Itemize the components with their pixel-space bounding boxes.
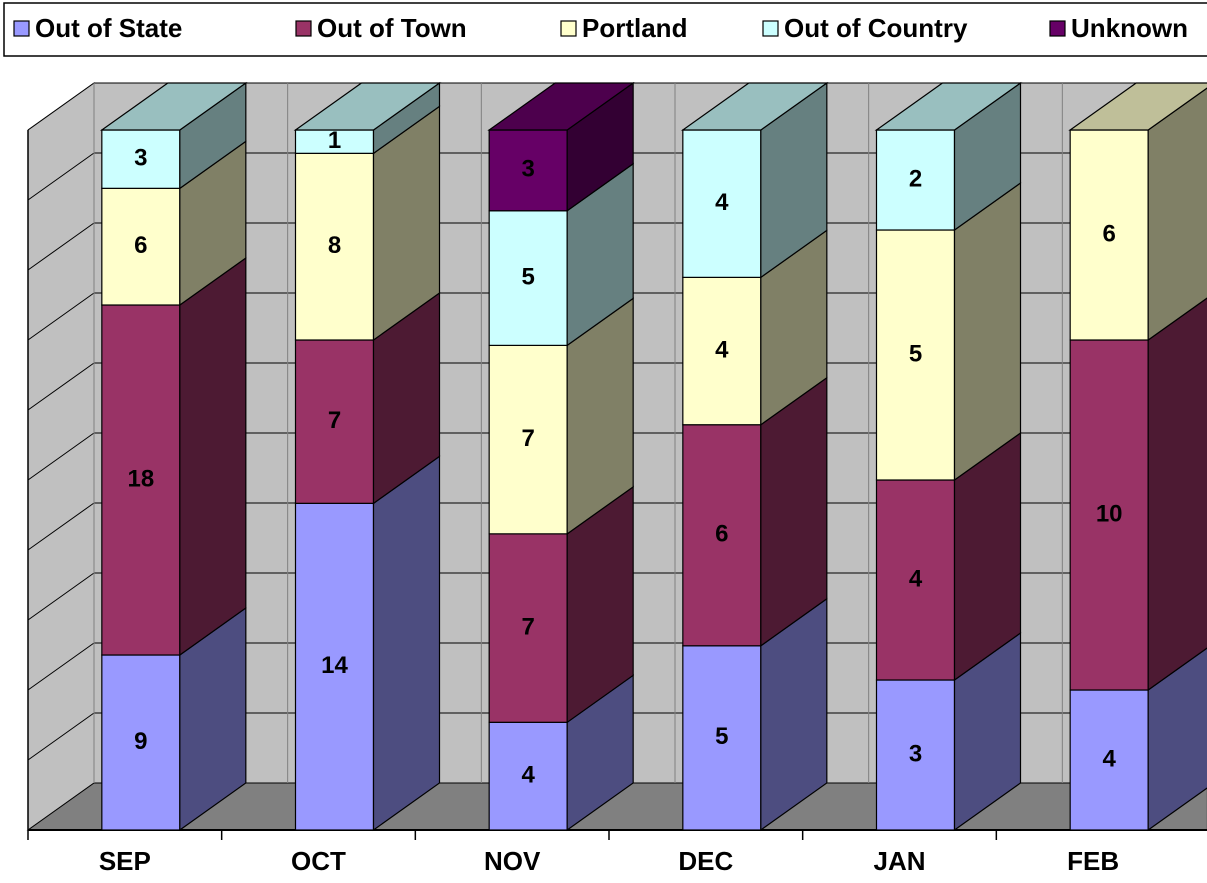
legend-swatch <box>295 20 312 37</box>
data-label: 2 <box>909 165 922 192</box>
legend-label: Unknown <box>1071 13 1188 43</box>
bar-segment <box>1069 129 1149 341</box>
bar-segment <box>294 502 375 831</box>
grid-line-side <box>27 572 95 621</box>
data-label: 7 <box>521 425 534 452</box>
data-label: 5 <box>715 723 728 750</box>
legend-box <box>3 2 1207 57</box>
bar-segment <box>101 304 181 656</box>
grid-line-side <box>27 362 95 411</box>
data-label: 5 <box>521 263 534 290</box>
bar-segment <box>682 276 762 426</box>
bar-segment <box>1069 339 1149 691</box>
bar-side <box>1147 647 1207 832</box>
data-label: 3 <box>134 145 147 172</box>
legend-swatch <box>1049 20 1066 37</box>
data-label: 4 <box>715 189 729 216</box>
x-tick-label: SEP <box>99 846 151 876</box>
data-label: 8 <box>328 232 341 259</box>
bar-segment <box>101 187 181 306</box>
grid-line-side <box>27 432 95 481</box>
bar-top <box>99 82 248 131</box>
data-label: 1 <box>328 127 341 154</box>
legend-swatch <box>762 20 779 37</box>
data-label: 7 <box>521 613 534 640</box>
grid-line-side <box>27 642 95 691</box>
bar-side <box>953 181 1022 482</box>
x-tick-label: OCT <box>291 846 346 876</box>
bar-segment <box>682 645 762 831</box>
bar-side <box>179 256 247 657</box>
bar-top <box>293 82 442 131</box>
bar-segment <box>294 339 375 504</box>
bar-top <box>680 82 829 131</box>
data-label: 6 <box>1102 220 1115 247</box>
x-tick-label: NOV <box>484 846 541 876</box>
grid-line-side <box>27 82 95 131</box>
bar-segment <box>1069 689 1149 831</box>
bar-segment <box>488 533 568 723</box>
data-label: 6 <box>134 232 147 259</box>
data-label: 14 <box>321 652 348 679</box>
data-label: 4 <box>521 761 535 788</box>
bar-side <box>1147 87 1207 342</box>
legend-label: Out of State <box>35 13 182 43</box>
grid-line-side <box>27 152 95 201</box>
bar-segment <box>488 210 568 346</box>
data-label: 5 <box>909 340 922 367</box>
bar-segment <box>294 152 375 341</box>
bar-top <box>487 82 636 131</box>
data-label: 10 <box>1096 500 1123 527</box>
data-label: 9 <box>134 728 147 755</box>
data-label: 18 <box>127 465 154 492</box>
bar-side <box>1147 297 1207 692</box>
bar-segment <box>101 654 181 831</box>
bar-top <box>1068 82 1207 131</box>
data-label: 3 <box>521 156 534 183</box>
bar-segment <box>488 721 568 831</box>
bar-segment <box>682 424 762 647</box>
grid-line-side <box>27 782 95 831</box>
x-tick-label: DEC <box>678 846 733 876</box>
legend-label: Portland <box>582 13 687 43</box>
legend-swatch <box>560 20 577 37</box>
x-tick-label: FEB <box>1067 846 1119 876</box>
bar-side <box>372 455 441 832</box>
data-label: 6 <box>715 521 728 548</box>
legend-label: Out of Country <box>784 13 968 43</box>
grid-line-side <box>27 712 95 761</box>
data-label: 4 <box>1102 745 1116 772</box>
data-label: 7 <box>328 407 341 434</box>
bar-segment <box>488 129 568 212</box>
x-tick-label: JAN <box>873 846 925 876</box>
bar-segment <box>488 344 568 535</box>
legend-label: Out of Town <box>317 13 467 43</box>
bar-top <box>874 82 1023 131</box>
grid-line-side <box>27 502 95 551</box>
data-label: 4 <box>909 565 923 592</box>
grid-line-side <box>27 292 95 341</box>
grid-line-side <box>27 222 95 271</box>
data-label: 4 <box>715 336 729 363</box>
legend-swatch <box>13 20 30 37</box>
data-label: 3 <box>909 740 922 767</box>
